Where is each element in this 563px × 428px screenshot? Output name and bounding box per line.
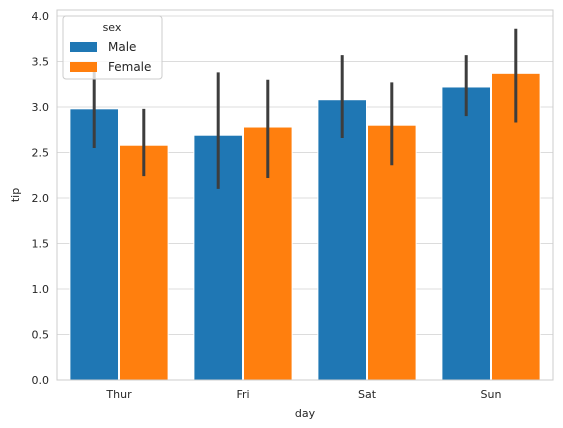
y-tick-label: 0.5 [32, 329, 50, 342]
bar-male-thur [69, 108, 119, 381]
x-tick-label: Fri [236, 388, 249, 401]
bars [69, 72, 541, 381]
legend-swatch-male [70, 42, 97, 52]
plot-frame [56, 9, 554, 381]
bar-male-sat [317, 99, 367, 381]
x-tick-label: Sun [481, 388, 502, 401]
legend-label-female: Female [108, 60, 151, 74]
x-tick-label: Thur [105, 388, 132, 401]
bar-female-sun [491, 72, 541, 381]
legend-items: Male Female [70, 40, 151, 74]
y-tick-label: 4.0 [32, 10, 50, 23]
x-tick-labels: Thur Fri Sat Sun [105, 388, 501, 401]
legend-title: sex [103, 21, 122, 34]
y-tick-label: 2.5 [32, 147, 50, 160]
y-tick-label: 0.0 [32, 374, 50, 387]
y-tick-label: 3.0 [32, 101, 50, 114]
y-tick-label: 1.5 [32, 238, 50, 251]
x-tick-label: Sat [358, 388, 377, 401]
bar-male-sun [441, 86, 491, 381]
bar-female-thur [119, 144, 169, 381]
error-bars [92, 28, 518, 189]
y-tick-label: 2.0 [32, 192, 50, 205]
x-axis-label: day [295, 407, 316, 420]
y-tick-label: 1.0 [32, 283, 50, 296]
y-axis-label: tip [9, 188, 22, 202]
legend-label-male: Male [108, 40, 136, 54]
legend-swatch-female [70, 62, 97, 72]
y-tick-labels: 0.0 0.5 1.0 1.5 2.0 2.5 3.0 3.5 4.0 [32, 10, 50, 387]
y-tick-label: 3.5 [32, 56, 50, 69]
legend: sex Male Female [62, 15, 163, 80]
